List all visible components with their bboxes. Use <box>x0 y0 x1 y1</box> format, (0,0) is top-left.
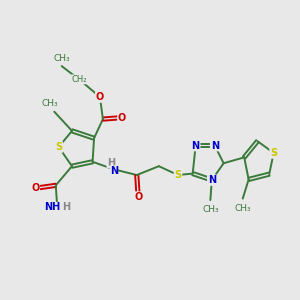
Text: O: O <box>96 92 104 102</box>
Text: CH₂: CH₂ <box>72 75 87 84</box>
Text: S: S <box>55 142 62 152</box>
Text: N: N <box>110 166 118 176</box>
Text: N: N <box>192 141 200 151</box>
Text: S: S <box>174 170 182 180</box>
Text: O: O <box>31 183 39 193</box>
Text: N: N <box>211 141 219 151</box>
Text: O: O <box>134 192 142 202</box>
Text: H: H <box>63 202 71 212</box>
Text: S: S <box>270 148 277 158</box>
Text: O: O <box>118 112 126 123</box>
Text: H: H <box>107 158 115 168</box>
Text: CH₃: CH₃ <box>234 204 251 213</box>
Text: CH₃: CH₃ <box>202 206 219 214</box>
Text: NH: NH <box>44 202 60 212</box>
Text: CH₃: CH₃ <box>53 53 70 62</box>
Text: CH₃: CH₃ <box>42 99 58 108</box>
Text: N: N <box>208 175 216 185</box>
